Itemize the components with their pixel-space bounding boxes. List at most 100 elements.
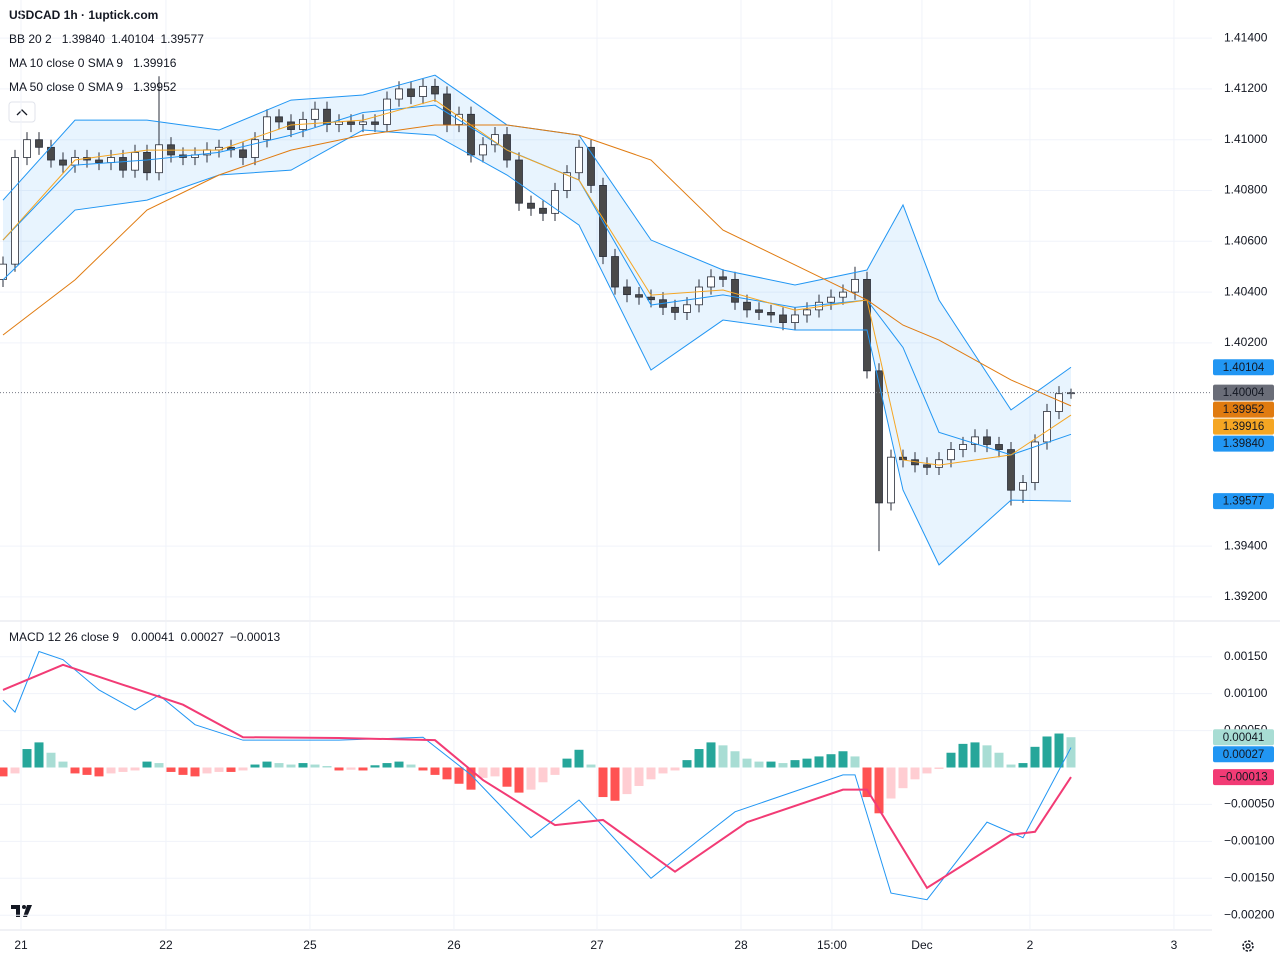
histogram-bar (418, 767, 428, 771)
histogram-bar (178, 767, 188, 775)
candle-body (455, 113, 463, 125)
collapse-button[interactable] (8, 101, 36, 123)
settings-gear[interactable] (1242, 940, 1254, 952)
candle-body (803, 309, 811, 316)
candle-body (143, 151, 151, 174)
price-label-box (1213, 493, 1274, 510)
candle-body (35, 139, 43, 148)
histogram-bar (478, 767, 488, 778)
chart-title: USDCAD 1h · 1uptick.com (9, 8, 158, 22)
histogram-bar (586, 764, 596, 768)
histogram-bar (622, 767, 632, 795)
price-label-box (1213, 435, 1274, 452)
histogram-bar (982, 745, 992, 768)
candle-body (767, 312, 775, 316)
candle-body (947, 449, 955, 461)
histogram-bar (1018, 763, 1028, 768)
histogram-bar (262, 761, 272, 768)
indicator-legend-value: 1.39916 (133, 56, 177, 70)
price-label-box (1213, 401, 1274, 418)
x-tick-label: 28 (734, 938, 748, 952)
histogram-bar (514, 767, 524, 793)
price-label: 1.40104 (1223, 362, 1265, 374)
indicator-legend-value: 1.39577 (160, 32, 204, 46)
histogram-bar (286, 764, 296, 768)
histogram-bar (22, 749, 32, 768)
price-label: 1.39952 (1223, 404, 1265, 416)
histogram-bar (358, 767, 368, 771)
indicator-legend-value: 1.40104 (111, 32, 155, 46)
histogram-bar (346, 767, 356, 770)
candle-body (863, 278, 871, 372)
grid-layer (0, 0, 1212, 930)
histogram-bar (802, 758, 812, 768)
histogram-bar (862, 767, 872, 798)
histogram-bar (886, 767, 896, 799)
histogram-bar (70, 767, 80, 774)
histogram-bar (814, 756, 824, 768)
histogram-bar (10, 767, 20, 774)
tv-logo[interactable] (11, 905, 32, 917)
histogram-bar (970, 742, 980, 768)
histogram-bar (778, 763, 788, 768)
indicator-line (2, 129, 1072, 566)
histogram-bar (190, 767, 200, 777)
histogram-bar (130, 767, 140, 771)
histogram-bar (406, 764, 416, 768)
price-label-box (1213, 769, 1274, 786)
collapse-button-box[interactable] (8, 101, 36, 123)
candle-body (935, 459, 943, 468)
candle-body (839, 291, 847, 298)
candle-body (995, 444, 1003, 450)
macd-line (2, 663, 1072, 890)
candle-body (983, 436, 991, 445)
gear-outer[interactable] (1242, 940, 1254, 952)
candle-body (59, 159, 67, 166)
macd-line (2, 650, 1072, 901)
histogram-bar (322, 766, 332, 768)
band-layer (3, 75, 1071, 565)
indicator-legend-value: 1.39840 (62, 32, 106, 46)
y-tick-label: −0.00100 (1224, 834, 1275, 848)
histogram-bar (670, 767, 680, 771)
x-tick-label: Dec (911, 938, 932, 952)
candle-body (671, 306, 679, 313)
candle-body (971, 436, 979, 445)
candle-body (23, 139, 31, 158)
histogram-bar (274, 763, 284, 768)
histogram-bar (82, 767, 92, 775)
candle-body (695, 286, 703, 306)
histogram-bar (646, 767, 656, 780)
histogram-bar (826, 754, 836, 768)
candle-body (575, 146, 583, 174)
candle-body (395, 88, 403, 100)
price-label: 0.00041 (1223, 732, 1265, 744)
indicator-line (2, 124, 1072, 407)
candle-body (719, 276, 727, 280)
indicator-legend: MA 10 close 0 SMA 9 (9, 56, 123, 70)
candle-body (623, 286, 631, 296)
indicator-legend-value: −0.00013 (230, 630, 281, 644)
histogram-bar (0, 767, 8, 777)
histogram-bar (1030, 746, 1040, 768)
histogram-bar (874, 767, 884, 814)
histogram-bar (598, 767, 608, 798)
bollinger-band-fill (3, 75, 1071, 565)
price-label-box (1213, 746, 1274, 763)
histogram-bar (502, 767, 512, 787)
histogram-bar (742, 758, 752, 768)
histogram-bar (310, 764, 320, 768)
histogram-bar (154, 763, 164, 768)
candle-body (371, 121, 379, 125)
histogram-bar (202, 767, 212, 774)
histogram-bar (382, 763, 392, 768)
price-label: −0.00013 (1219, 772, 1267, 784)
candle-body (467, 113, 475, 156)
candle-body (731, 278, 739, 303)
histogram-bar (142, 761, 152, 768)
histogram-bar (538, 767, 548, 783)
histogram-bar (946, 752, 956, 768)
candle-body (1055, 393, 1063, 412)
candle-body (407, 88, 415, 97)
